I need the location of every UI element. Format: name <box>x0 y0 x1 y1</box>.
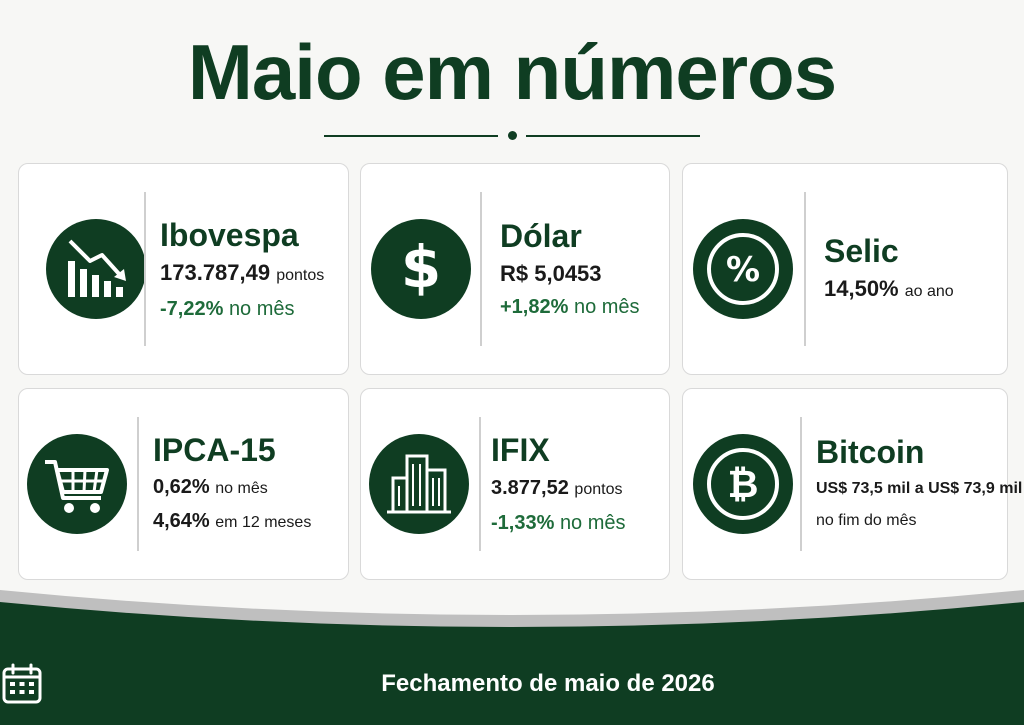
shopping-cart-icon <box>27 434 127 534</box>
card-name: Bitcoin <box>816 434 925 470</box>
calendar-icon <box>2 662 353 706</box>
footer-text: Fechamento de maio de 2026 <box>381 670 715 697</box>
card-value-unit: pontos <box>276 266 325 284</box>
svg-text:₿: ₿ <box>728 462 759 506</box>
card-value-unit: ao ano <box>904 282 954 300</box>
card-selic: % Selic 14,50% ao ano <box>682 163 1008 375</box>
card-line2: no fim do mês <box>816 512 917 529</box>
card-value: R$ 5,0453 <box>500 261 602 286</box>
card-change: -7,22% <box>160 297 224 320</box>
card-ibovespa: Ibovespa 173.787,49 pontos -7,22% no mês <box>18 163 349 375</box>
card-line2-unit: em 12 meses <box>215 514 312 531</box>
card-change: +1,82% <box>500 296 569 318</box>
card-line1: 0,62% <box>153 476 210 498</box>
card-change-unit: no mês <box>573 296 640 318</box>
card-line1-unit: no mês <box>215 480 268 497</box>
card-change: -1,33% <box>491 512 555 534</box>
card-name: Dólar <box>500 218 582 254</box>
card-name: Selic <box>824 232 899 269</box>
card-line1: US$ 73,5 mil a US$ 73,9 mil <box>816 480 1023 497</box>
card-change-unit: no mês <box>559 512 626 534</box>
title-divider <box>324 131 700 141</box>
svg-text:%: % <box>726 250 760 290</box>
bitcoin-icon: ₿ <box>693 434 793 534</box>
card-change-unit: no mês <box>228 297 295 320</box>
card-bitcoin: ₿ Bitcoin US$ 73,5 mil a US$ 73,9 mil no… <box>682 388 1022 580</box>
card-dolar: $ Dólar R$ 5,0453 +1,82% no mês <box>360 163 670 375</box>
svg-text:$: $ <box>401 233 441 301</box>
buildings-icon <box>369 434 469 534</box>
card-name: IFIX <box>491 432 550 468</box>
card-value: 3.877,52 <box>491 477 569 499</box>
chart-down-icon <box>46 219 146 319</box>
page-title: Maio em números <box>187 28 837 116</box>
card-ipca-15: IPCA-15 0,62% no mês 4,64% em 12 meses <box>18 388 349 580</box>
card-line2: 4,64% <box>153 510 210 532</box>
footer: Fechamento de maio de 2026 <box>0 580 1024 725</box>
dollar-icon: $ <box>371 219 471 319</box>
percent-icon: % <box>693 219 793 319</box>
card-ifix: IFIX 3.877,52 pontos -1,33% no mês <box>360 388 670 580</box>
card-name: IPCA-15 <box>153 432 276 468</box>
card-name: Ibovespa <box>160 216 299 253</box>
card-value-unit: pontos <box>574 481 623 498</box>
card-value: 14,50% <box>824 275 899 301</box>
card-value: 173.787,49 <box>160 259 271 285</box>
